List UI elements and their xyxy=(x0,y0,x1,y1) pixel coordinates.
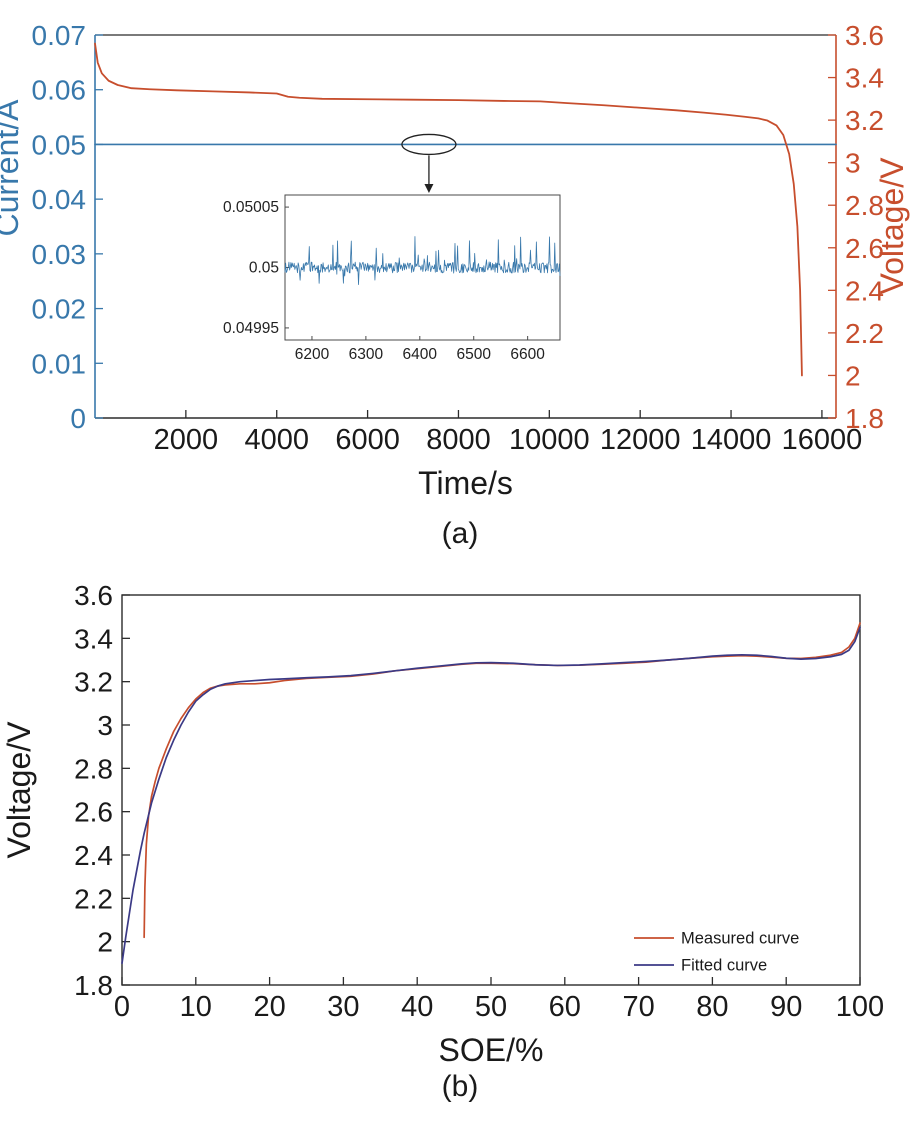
svg-text:0.05: 0.05 xyxy=(249,260,279,277)
svg-text:3.6: 3.6 xyxy=(845,20,884,51)
svg-text:2.8: 2.8 xyxy=(845,190,884,221)
svg-text:3.2: 3.2 xyxy=(74,667,113,698)
chart-a-axes: 2000 4000 6000 8000 10000 12000 14000 16000 0 0.0… xyxy=(0,20,910,501)
svg-text:20: 20 xyxy=(253,991,285,1023)
inset-noise-line xyxy=(284,236,561,285)
svg-text:14000: 14000 xyxy=(691,424,772,456)
panel-a-label: (a) xyxy=(441,517,479,550)
panel-b-label: (b) xyxy=(441,1070,479,1103)
series-voltage xyxy=(94,42,803,377)
svg-text:6000: 6000 xyxy=(335,424,400,456)
svg-text:4000: 4000 xyxy=(244,424,309,456)
svg-text:100: 100 xyxy=(836,991,884,1023)
svg-text:6200: 6200 xyxy=(295,346,330,363)
svg-text:2000: 2000 xyxy=(154,424,219,456)
svg-text:2.6: 2.6 xyxy=(845,233,884,264)
svg-text:0.03: 0.03 xyxy=(32,239,87,270)
svg-text:0.01: 0.01 xyxy=(32,348,87,379)
svg-text:Voltage/V: Voltage/V xyxy=(874,157,910,295)
svg-text:2.2: 2.2 xyxy=(845,318,884,349)
svg-text:12000: 12000 xyxy=(600,424,681,456)
panel-b: 0 10 20 30 40 50 60 70 80 90 100 1.8 2 2.2 2.4 2.6 2.8 3 3… xyxy=(0,561,920,1114)
svg-text:90: 90 xyxy=(770,991,802,1023)
chart-b-canvas: 0 10 20 30 40 50 60 70 80 90 100 1.8 2 2.2 2.4 2.6 2.8 3 3… xyxy=(1,580,884,1066)
svg-text:0.05: 0.05 xyxy=(32,129,87,160)
svg-text:SOE/%: SOE/% xyxy=(439,1032,544,1066)
svg-text:60: 60 xyxy=(549,991,581,1023)
svg-text:3: 3 xyxy=(97,710,113,741)
chart-a-canvas: 2000 4000 6000 8000 10000 12000 14000 16000 0 0.0… xyxy=(0,20,910,501)
svg-text:6300: 6300 xyxy=(349,346,384,363)
svg-text:3.2: 3.2 xyxy=(845,105,884,136)
svg-text:30: 30 xyxy=(327,991,359,1023)
svg-text:0: 0 xyxy=(114,991,130,1023)
svg-text:6600: 6600 xyxy=(510,346,545,363)
svg-text:2.4: 2.4 xyxy=(74,840,113,871)
svg-text:Voltage/V: Voltage/V xyxy=(1,721,37,859)
chart-b-legend: Measured curve Fitted curve xyxy=(634,930,799,975)
svg-text:2: 2 xyxy=(845,360,861,391)
svg-text:2.6: 2.6 xyxy=(74,797,113,828)
svg-text:Current/A: Current/A xyxy=(0,99,25,237)
svg-text:0.02: 0.02 xyxy=(32,294,87,325)
svg-text:Measured curve: Measured curve xyxy=(681,930,799,948)
svg-text:0.06: 0.06 xyxy=(32,75,87,106)
svg-text:10000: 10000 xyxy=(509,424,590,456)
svg-text:8000: 8000 xyxy=(426,424,491,456)
series-measured-curve xyxy=(143,622,861,939)
svg-text:10: 10 xyxy=(180,991,212,1023)
chart-b-axes: 0 10 20 30 40 50 60 70 80 90 100 1.8 2 2.2 2.4 2.6 2.8 3 3… xyxy=(1,580,884,1066)
svg-text:Time/s: Time/s xyxy=(418,465,513,501)
svg-text:6500: 6500 xyxy=(456,346,491,363)
svg-text:2.4: 2.4 xyxy=(845,275,884,306)
svg-text:1.8: 1.8 xyxy=(845,403,884,434)
chart-b-series xyxy=(121,622,861,965)
svg-text:3: 3 xyxy=(845,148,861,179)
svg-text:6400: 6400 xyxy=(403,346,438,363)
chart-a-series xyxy=(94,42,837,377)
series-fitted-curve xyxy=(121,626,861,965)
svg-text:0.04995: 0.04995 xyxy=(223,320,279,337)
svg-text:0: 0 xyxy=(70,403,86,434)
svg-text:2.8: 2.8 xyxy=(74,753,113,784)
svg-text:70: 70 xyxy=(622,991,654,1023)
svg-text:2: 2 xyxy=(97,927,113,958)
svg-text:0.05005: 0.05005 xyxy=(223,199,279,216)
svg-text:80: 80 xyxy=(696,991,728,1023)
svg-text:1.8: 1.8 xyxy=(74,970,113,1001)
chart-a-inset: 6200 6300 6400 6500 6600 0.04995 0.05 0.05005 xyxy=(223,194,561,363)
svg-text:2.2: 2.2 xyxy=(74,883,113,914)
arrow-head-icon xyxy=(424,184,434,193)
svg-text:0.04: 0.04 xyxy=(32,184,87,215)
ellipse-callout xyxy=(401,133,457,156)
svg-text:3.4: 3.4 xyxy=(845,63,884,94)
svg-text:40: 40 xyxy=(401,991,433,1023)
svg-text:50: 50 xyxy=(475,991,507,1023)
panel-a: 2000 4000 6000 8000 10000 12000 14000 16000 0 0.0… xyxy=(0,8,920,561)
svg-text:3.6: 3.6 xyxy=(74,580,113,611)
svg-text:0.07: 0.07 xyxy=(32,20,87,51)
svg-text:3.4: 3.4 xyxy=(74,623,113,654)
svg-text:Fitted curve: Fitted curve xyxy=(681,957,767,975)
chart-a-annotation xyxy=(401,133,457,193)
svg-text:16000: 16000 xyxy=(782,424,863,456)
